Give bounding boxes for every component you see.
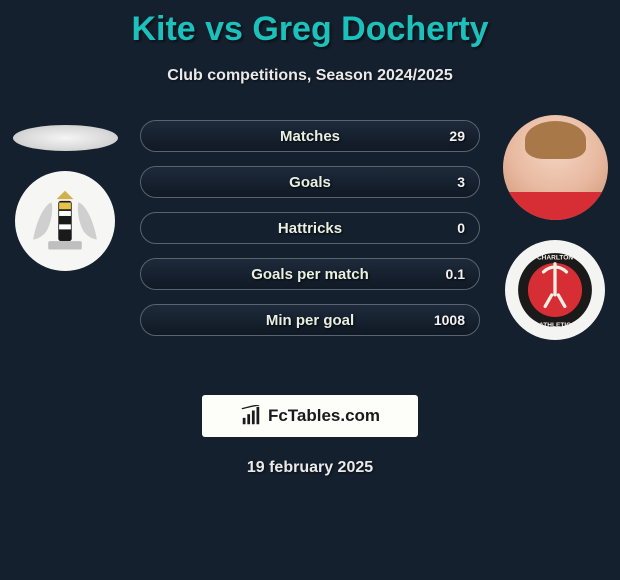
stats-list: Matches 29 Goals 3 Hattricks 0 Goals per… [140,120,480,336]
stat-row-hattricks: Hattricks 0 [140,212,480,244]
stat-label: Goals per match [251,266,369,283]
comparison-panel: CHARLTON ATHLETIC Matches 29 Goals 3 Hat… [0,115,620,375]
svg-text:ATHLETIC: ATHLETIC [539,322,571,329]
svg-text:CHARLTON: CHARLTON [537,255,573,262]
stat-value-right: 3 [457,174,465,190]
player-right-photo [503,115,608,220]
stat-label: Matches [280,128,340,145]
bar-chart-icon [240,405,262,427]
brand-text: FcTables.com [268,406,380,426]
stat-value-right: 29 [449,128,465,144]
page-title: Kite vs Greg Docherty [0,0,620,49]
brand-box[interactable]: FcTables.com [202,395,418,437]
truro-crest-icon [23,179,107,263]
date-text: 19 february 2025 [0,459,620,477]
subtitle: Club competitions, Season 2024/2025 [0,67,620,85]
stat-value-right: 1008 [434,312,465,328]
stat-label: Hattricks [278,220,342,237]
club-right-crest: CHARLTON ATHLETIC [505,240,605,340]
player-left-photo [13,125,118,151]
stat-row-goals: Goals 3 [140,166,480,198]
stat-row-min-per-goal: Min per goal 1008 [140,304,480,336]
stat-label: Min per goal [266,312,354,329]
left-column [0,115,130,271]
stat-value-right: 0.1 [446,266,465,282]
stat-label: Goals [289,174,331,191]
charlton-crest-icon: CHARLTON ATHLETIC [514,249,596,331]
club-left-crest [15,171,115,271]
stat-row-goals-per-match: Goals per match 0.1 [140,258,480,290]
right-column: CHARLTON ATHLETIC [490,115,620,340]
stat-value-right: 0 [457,220,465,236]
stat-row-matches: Matches 29 [140,120,480,152]
